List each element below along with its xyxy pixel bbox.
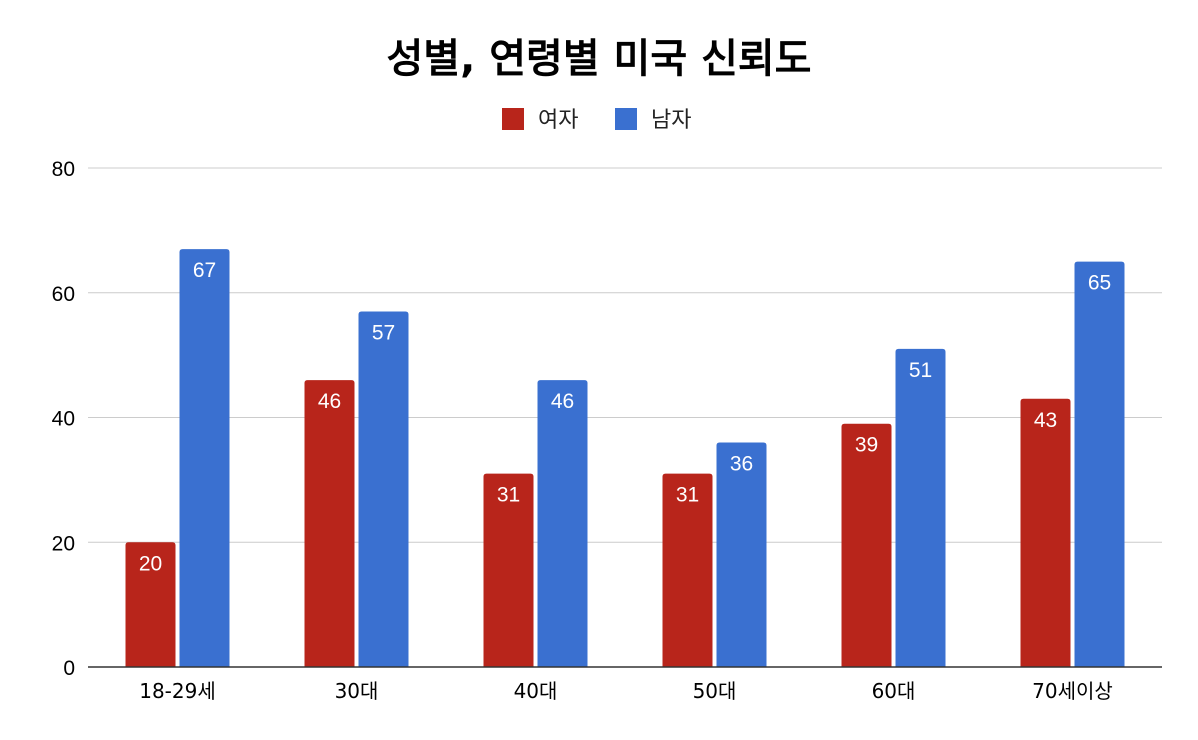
bar-male — [1074, 261, 1125, 667]
bar-value-label: 67 — [193, 259, 216, 282]
bar-labels: 20 67 46 57 31 46 31 36 39 51 43 65 — [139, 259, 1111, 575]
bar-value-label: 39 — [855, 434, 878, 457]
y-tick-label: 20 — [52, 532, 75, 555]
x-category-label: 50대 — [693, 679, 737, 703]
bar-female — [841, 423, 892, 667]
y-tick-label: 80 — [52, 158, 75, 181]
bar-value-label: 43 — [1034, 409, 1057, 432]
x-category-label: 60대 — [872, 679, 916, 703]
bar-male — [895, 348, 946, 667]
x-axis-categories: 18-29세 30대 40대 50대 60대 70세이상 — [139, 679, 1113, 703]
x-category-label: 30대 — [335, 679, 379, 703]
legend-label: 여자 — [538, 108, 578, 133]
x-category-label: 70세이상 — [1032, 679, 1113, 703]
chart-title: 성별, 연령별 미국 신뢰도 — [387, 36, 812, 82]
y-axis-ticks: 0 20 40 60 80 — [52, 158, 75, 680]
y-tick-label: 40 — [52, 408, 75, 431]
legend-swatch — [615, 108, 637, 130]
bars — [125, 249, 1125, 667]
gridlines — [88, 167, 1162, 543]
bar-value-label: 20 — [139, 552, 162, 575]
bar-female — [304, 380, 355, 667]
bar-value-label: 46 — [318, 390, 341, 413]
x-category-label: 40대 — [514, 679, 558, 703]
bar-female — [1020, 398, 1071, 667]
bar-female — [662, 473, 713, 667]
bar-male — [716, 442, 767, 667]
bar-value-label: 36 — [730, 452, 753, 475]
bar-female — [125, 542, 176, 667]
bar-value-label: 65 — [1088, 272, 1111, 295]
bar-value-label: 57 — [372, 321, 395, 344]
bar-value-label: 46 — [551, 390, 574, 413]
bar-male — [537, 380, 588, 667]
bar-value-label: 31 — [676, 484, 699, 507]
legend: 여자 남자 — [502, 108, 691, 133]
bar-female — [483, 473, 534, 667]
x-category-label: 18-29세 — [139, 679, 216, 703]
legend-swatch — [502, 108, 524, 130]
y-tick-label: 0 — [63, 657, 75, 680]
bar-male — [179, 249, 230, 667]
bar-male — [358, 311, 409, 667]
bar-value-label: 31 — [497, 484, 520, 507]
legend-label: 남자 — [651, 108, 691, 133]
y-tick-label: 60 — [52, 283, 75, 306]
bar-value-label: 51 — [909, 359, 932, 382]
